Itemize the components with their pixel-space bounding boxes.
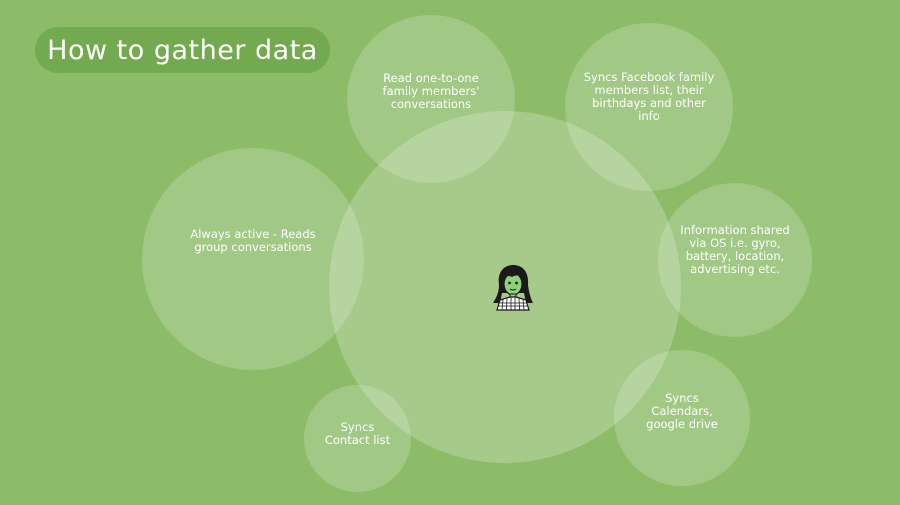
node-always-active: Always active - Reads group conversation… [142,148,364,370]
node-info-shared-os-label: Information shared via OS i.e. gyro, bat… [680,223,790,276]
node-syncs-calendars: Syncs Calendars, google drive [614,350,750,486]
page-title: How to gather data [35,27,330,73]
node-syncs-contacts: Syncs Contact list [304,385,411,492]
node-syncs-contacts-label: Syncs Contact list [324,419,391,447]
node-syncs-facebook-label: Syncs Facebook family members list, thei… [583,70,715,123]
page-title-text: How to gather data [47,34,318,66]
node-read-one-to-one: Read one-to-one family members' conversa… [347,15,515,183]
node-syncs-calendars-label: Syncs Calendars, google drive [646,390,718,431]
node-info-shared-os: Information shared via OS i.e. gyro, bat… [658,183,812,337]
node-read-one-to-one-label: Read one-to-one family members' conversa… [382,71,480,111]
node-always-active-label: Always active - Reads group conversation… [190,227,316,254]
girl-avatar-icon [491,263,535,311]
node-syncs-facebook: Syncs Facebook family members list, thei… [565,23,733,191]
